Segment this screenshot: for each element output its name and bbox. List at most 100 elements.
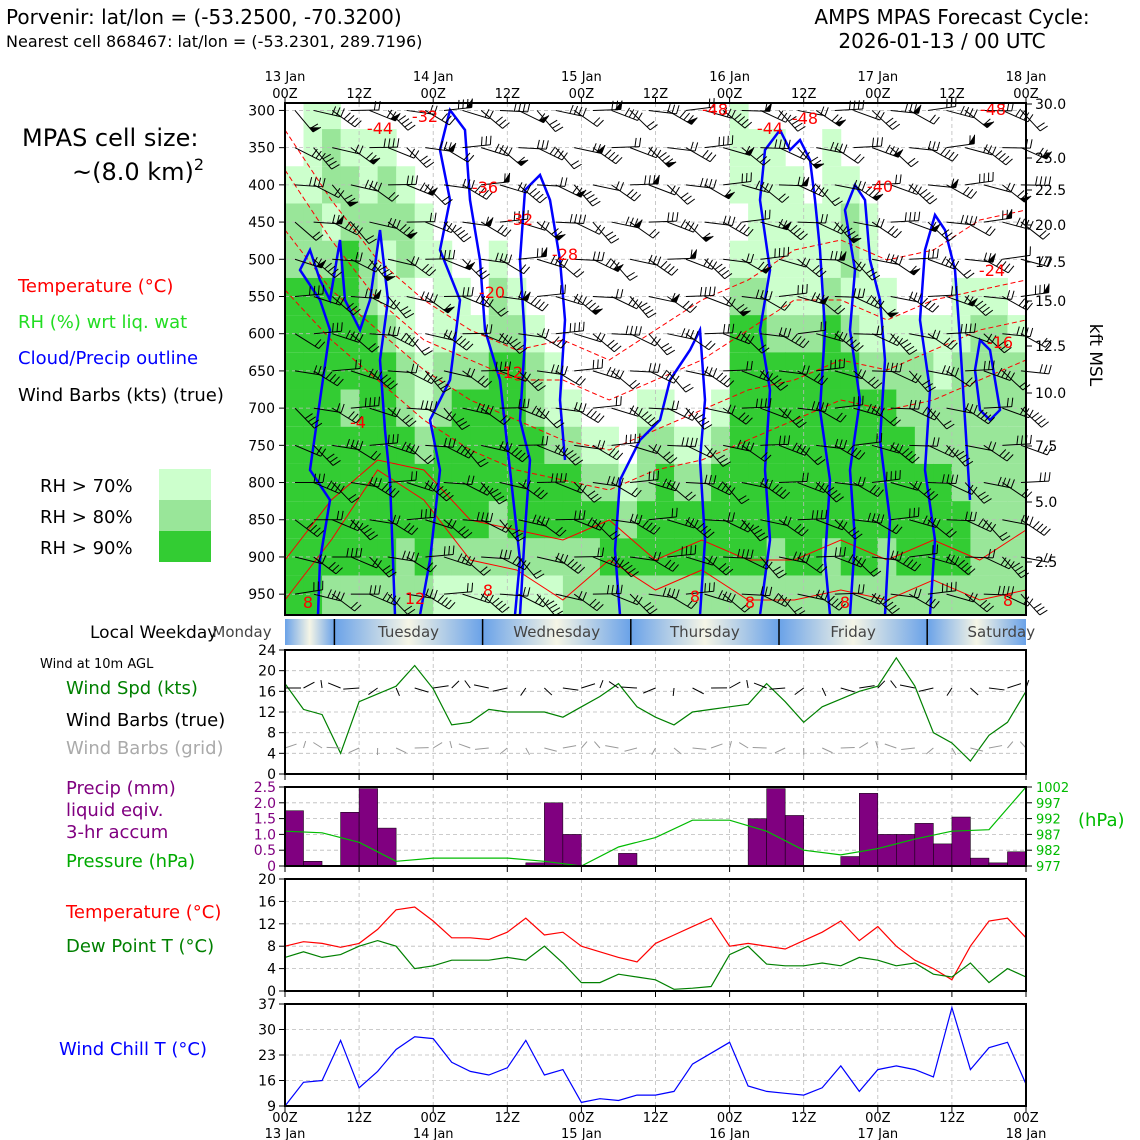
wind-barb-feather <box>698 417 707 423</box>
wind-barb-feather <box>1002 585 1006 595</box>
wind-barb-feather <box>574 214 578 224</box>
wind-barb-feather <box>1017 569 1027 575</box>
wind-barb-staff <box>704 519 733 522</box>
wind-barb-staff <box>592 258 619 273</box>
wind-barb-staff <box>760 109 786 123</box>
wind-barb-staff <box>573 407 599 423</box>
wind-barb-staff <box>611 296 637 310</box>
wind-barb-feather <box>606 584 610 594</box>
wind-barb-feather <box>671 268 679 276</box>
rh-cell <box>896 352 916 390</box>
wind-barb <box>834 333 864 352</box>
wind-barb <box>592 221 620 244</box>
wind-barb-feather <box>569 213 573 223</box>
wind-barb <box>425 593 456 610</box>
wind-barb <box>909 544 939 558</box>
wind-barb-feather <box>727 380 735 388</box>
surface-wind-barb-grid <box>774 747 786 754</box>
rh-cell <box>470 538 490 576</box>
wind-barb-staff <box>797 184 824 198</box>
wind-barb-feather <box>857 156 865 164</box>
wind-barb-staff <box>909 296 933 313</box>
rh-cell <box>359 352 379 390</box>
wind-barb <box>1020 519 1051 536</box>
wind-barb <box>387 110 416 131</box>
wind-barb-feather <box>614 369 620 379</box>
wind-barb-feather <box>843 439 848 449</box>
panel-tick-label: 20 <box>258 664 276 680</box>
bottom-tick-label: 00Z <box>865 1111 891 1126</box>
wind-barb-feather <box>549 119 558 126</box>
wind-barb-staff <box>443 444 470 459</box>
wind-barb <box>499 333 528 354</box>
wind-barb-staff <box>350 370 378 381</box>
wind-barb-feather <box>317 285 320 295</box>
wind-barb <box>611 482 642 498</box>
contour-label: 8 <box>690 587 700 606</box>
wind-barb-feather <box>437 594 445 603</box>
wind-barb-feather <box>615 396 618 406</box>
wind-barb <box>741 209 771 223</box>
surface-wind-barb-true <box>343 687 360 690</box>
wind-barb-feather <box>333 376 340 384</box>
xsec-top-date-label: 17 Jan <box>857 70 898 85</box>
wind-barb <box>946 556 976 575</box>
wind-barb-feather <box>947 340 955 348</box>
wind-barb-feather <box>594 413 601 421</box>
wind-barb-feather <box>555 364 560 374</box>
wind-barb-feather <box>485 324 488 334</box>
wind-barb-feather <box>652 551 657 561</box>
wind-barb-staff <box>983 482 1012 489</box>
wind-barb-feather <box>425 509 427 519</box>
wind-barb <box>983 209 1013 223</box>
wind-barb-staff <box>927 106 956 111</box>
wind-barb <box>1020 221 1051 240</box>
wind-barb-feather <box>934 412 941 421</box>
wind-barb-feather <box>615 156 623 165</box>
wind-barb <box>872 362 903 373</box>
wind-barb <box>667 249 698 260</box>
wind-barb-feather <box>420 509 423 519</box>
wind-barb-feather <box>778 193 786 201</box>
wind-barb-feather <box>909 212 912 222</box>
wind-barb-feather <box>524 562 531 570</box>
wind-barb-feather <box>802 340 810 349</box>
wind-barb-feather <box>589 197 598 204</box>
surface-wind-barb-true <box>303 681 315 689</box>
wind-barb-feather <box>336 510 340 520</box>
wind-barb-feather <box>522 455 530 463</box>
wind-barb <box>555 370 586 386</box>
bottom-tick-label: 00Z <box>272 1111 298 1126</box>
rh-cell <box>674 426 694 464</box>
wind-barb-feather <box>739 224 746 232</box>
wind-barb-feather <box>834 547 837 557</box>
wind-barb-staff <box>815 296 839 315</box>
wind-barb-feather <box>966 188 974 197</box>
surface-wind-barb-true <box>414 687 429 693</box>
surface-wind-barb-true <box>544 687 553 696</box>
wind-barb-feather <box>391 407 397 416</box>
wind-barb-feather <box>794 606 803 613</box>
wind-barb-feather <box>682 383 691 390</box>
wind-barb-feather <box>704 286 707 296</box>
wind-barb-feather <box>820 509 823 519</box>
wind-barb-feather <box>648 175 651 185</box>
wind-barb-feather <box>926 195 934 202</box>
wind-barb-feather <box>1006 290 1011 300</box>
xsec-top-tick-label: 12Z <box>495 87 521 102</box>
wind-barb-feather <box>660 260 668 268</box>
wind-barb-staff <box>853 333 882 336</box>
wind-barb <box>313 589 345 602</box>
wind-barb-feather <box>915 375 922 384</box>
contour-label: 8 <box>745 593 755 612</box>
wind-barb-feather <box>542 599 550 608</box>
wind-barb <box>630 470 660 484</box>
wind-barb <box>704 370 735 388</box>
wind-barb <box>648 444 678 464</box>
wind-barb-feather <box>401 441 407 451</box>
wind-barb-feather <box>755 289 760 299</box>
bottom-tick-label: 12Z <box>643 1111 669 1126</box>
wind-barb-feather <box>587 490 596 497</box>
wind-barb <box>629 146 662 159</box>
wind-barb-feather <box>779 489 787 497</box>
